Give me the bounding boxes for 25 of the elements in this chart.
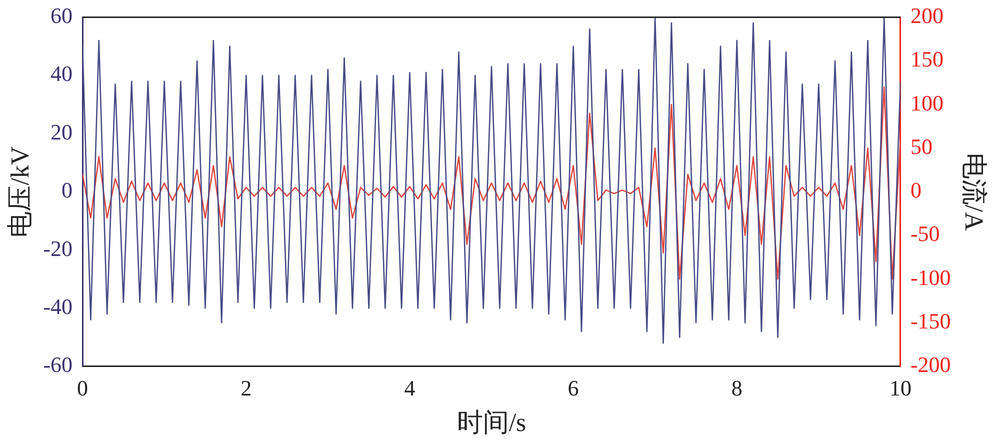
y-tick-label: 60 xyxy=(50,2,73,28)
x-tick-label: 4 xyxy=(404,375,416,400)
y-tick-label: -40 xyxy=(43,294,73,319)
y2-tick-label: 100 xyxy=(910,90,944,116)
y-tick-label: 40 xyxy=(50,61,73,86)
x-axis-title: 时间/s xyxy=(456,408,526,438)
y-tick-label: -60 xyxy=(43,352,73,378)
y2-tick-label: -200 xyxy=(910,352,951,378)
y2-tick-label: -100 xyxy=(910,264,951,290)
x-tick-label: 8 xyxy=(731,375,742,400)
y-axis-title: 电压/kV xyxy=(5,146,34,238)
y2-tick-label: 200 xyxy=(910,2,944,28)
y2-tick-label: -50 xyxy=(910,221,940,246)
x-tick-label: 0 xyxy=(77,375,88,400)
y2-tick-label: 0 xyxy=(910,178,922,203)
y2-tick-label: 50 xyxy=(910,134,932,159)
y2-tick-label: 150 xyxy=(910,46,944,72)
x-tick-label: 2 xyxy=(240,375,252,400)
x-tick-label: 10 xyxy=(889,375,912,400)
y-tick-label: 20 xyxy=(50,119,73,144)
y2-axis-title: 电流/A xyxy=(960,152,989,232)
y2-tick-label: -150 xyxy=(910,308,951,334)
y-tick-label: 0 xyxy=(62,178,73,203)
x-tick-label: 6 xyxy=(568,375,579,400)
y-tick-label: -20 xyxy=(43,236,73,261)
